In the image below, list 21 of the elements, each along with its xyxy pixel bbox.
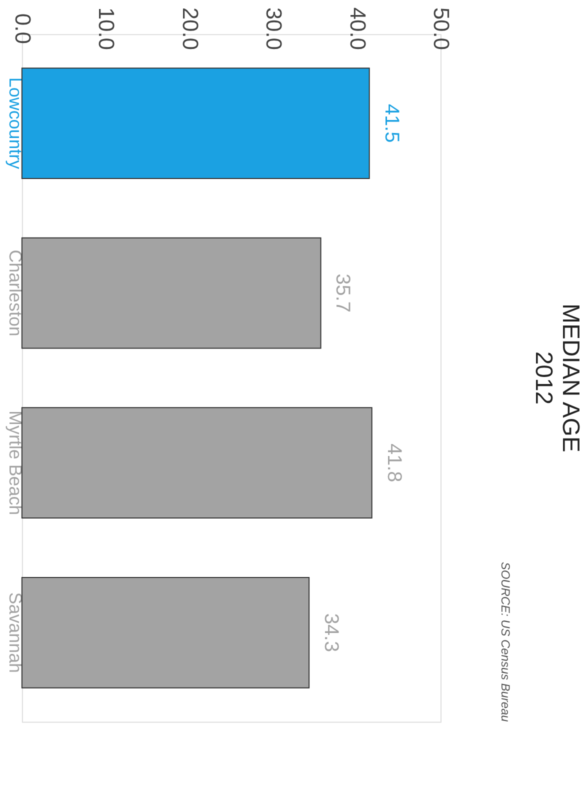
data-label: 41.5: [380, 104, 402, 143]
y-tick-label: Charleston: [5, 250, 26, 336]
x-tick-label: 20.0: [178, 7, 203, 50]
data-label: 35.7: [332, 274, 354, 312]
text: 2012: [530, 351, 558, 405]
x-tick-label: 10.0: [94, 7, 120, 50]
y-tick-label: Lowcountry: [5, 77, 26, 170]
bar: [21, 407, 372, 519]
data-label: 41.8: [382, 443, 405, 482]
source-note: SOURCE: US Census Bureau: [498, 562, 512, 722]
x-tick-label: 40.0: [345, 7, 370, 50]
bar: [21, 576, 310, 688]
x-tick-label: 30.0: [262, 7, 287, 50]
y-tick-label: Myrtle Beach: [5, 410, 26, 516]
x-tick-label: 50.0: [429, 7, 454, 50]
text: MEDIAN AGE: [557, 304, 584, 452]
y-tick-label: Savannah: [5, 592, 26, 673]
data-label: 34.3: [320, 613, 342, 652]
x-tick-label: 0.0: [10, 13, 36, 44]
bar: [21, 237, 322, 349]
bar: [21, 68, 370, 179]
